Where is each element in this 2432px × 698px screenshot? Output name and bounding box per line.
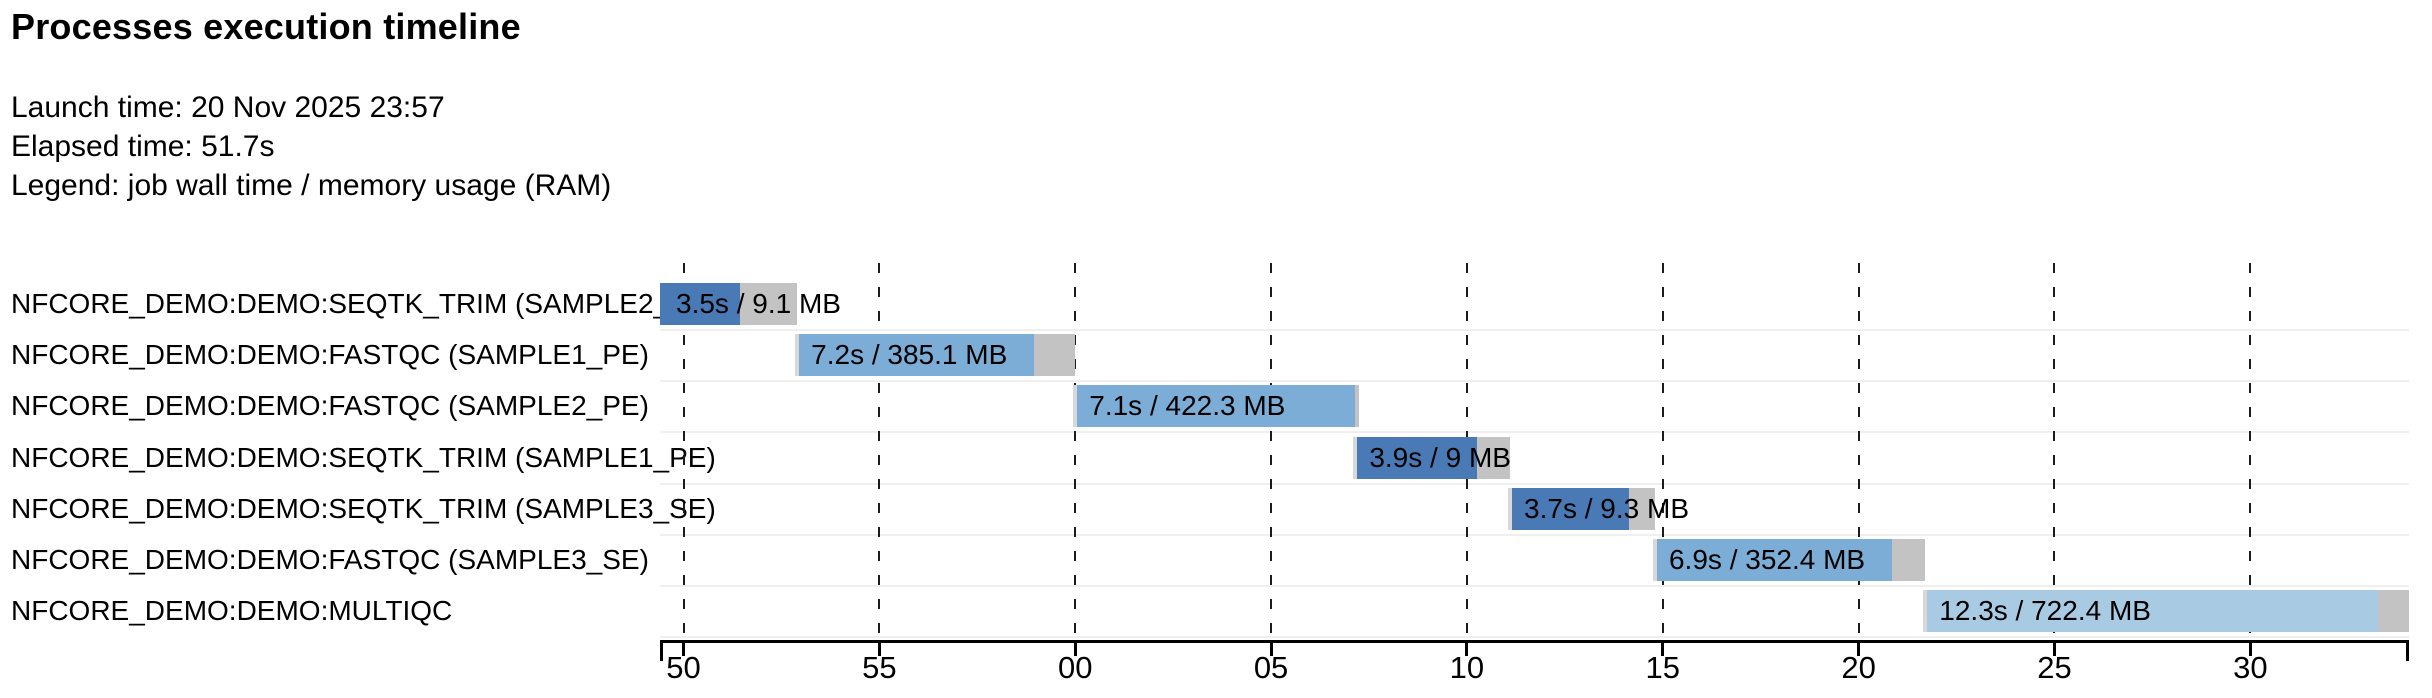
- task-bar-tail[interactable]: [1629, 487, 1655, 530]
- grid-line: [1074, 263, 1077, 637]
- time-axis: [660, 640, 2409, 643]
- task-stats-label: 6.9s / 352.4 MB: [1668, 544, 1866, 575]
- axis-tick: [2248, 640, 2252, 656]
- task-bar-tail[interactable]: [1355, 385, 1360, 428]
- axis-tick: [682, 640, 685, 656]
- task-bar-run[interactable]: [1511, 487, 1630, 530]
- axis-endcap: [660, 640, 663, 661]
- axis-tick: [1073, 640, 1077, 656]
- task-bar-tail[interactable]: [1891, 539, 1926, 581]
- task-bar-pending[interactable]: [1652, 539, 1657, 581]
- row-separator: [660, 329, 2409, 331]
- row-separator: [660, 482, 2409, 485]
- page-title: Processes execution timeline: [11, 6, 521, 47]
- row-separator: [660, 585, 2409, 587]
- process-label: NFCORE_DEMO:DEMO:FASTQC (SAMPLE3_SE): [11, 544, 649, 575]
- task-stats-label: 7.2s / 385.1 MB: [811, 339, 1008, 371]
- process-label: NFCORE_DEMO:DEMO:SEQTK_TRIM (SAMPLE2_PE): [11, 288, 716, 319]
- task-bar-run[interactable]: [799, 334, 1035, 377]
- grid-line: [878, 263, 881, 637]
- axis-endcap: [2406, 640, 2409, 661]
- task-bar-pending[interactable]: [795, 334, 800, 377]
- task-bar-tail[interactable]: [740, 283, 798, 325]
- grid-line: [2249, 263, 2252, 637]
- grid-line: [1270, 263, 1273, 637]
- report-header: Processes execution timeline: [11, 6, 521, 48]
- legend-text: Legend: job wall time / memory usage (RA…: [11, 169, 612, 202]
- axis-tick: [1465, 640, 1469, 656]
- task-bar-tail[interactable]: [1034, 334, 1076, 377]
- row-separator: [660, 533, 2409, 536]
- task-bar-pending[interactable]: [1923, 590, 1928, 633]
- task-bar-tail[interactable]: [1476, 436, 1510, 479]
- grid-line: [2053, 263, 2056, 637]
- task-stats-label: 3.5s / 9.1 MB: [676, 288, 841, 319]
- task-bar-run[interactable]: [1927, 590, 2378, 633]
- timeline-plot-area: 3.5s / 9.1 MB 7.2s / 385.1 MB 7.1s / 422.3…: [660, 260, 2409, 661]
- elapsed-time-text: Elapsed time: 51.7s: [11, 130, 275, 163]
- row-separator: [660, 636, 2409, 639]
- grid-line: [1857, 263, 1860, 637]
- grid-line: [1661, 263, 1664, 637]
- task-bar-run[interactable]: [1656, 539, 1892, 581]
- task-bar-run[interactable]: [660, 283, 741, 325]
- task-bar-pending[interactable]: [1508, 487, 1512, 530]
- process-label: NFCORE_DEMO:DEMO:MULTIQC: [11, 595, 453, 627]
- task-bar-tail[interactable]: [2377, 590, 2409, 633]
- process-label: NFCORE_DEMO:DEMO:FASTQC (SAMPLE1_PE): [11, 339, 649, 371]
- axis-tick: [1857, 640, 1861, 656]
- task-stats-label: 3.7s / 9.3 MB: [1524, 492, 1690, 524]
- process-label: NFCORE_DEMO:DEMO:SEQTK_TRIM (SAMPLE3_SE): [11, 492, 716, 524]
- task-bar-pending[interactable]: [1353, 436, 1358, 479]
- axis-tick: [877, 640, 881, 656]
- row-separator: [660, 431, 2409, 434]
- axis-tick: [1661, 640, 1665, 656]
- task-stats-label: 12.3s / 722.4 MB: [1939, 595, 2151, 627]
- axis-tick: [1269, 640, 1273, 656]
- run-metadata: Launch time: 20 Nov 2025 23:57 Elapsed t…: [11, 88, 611, 205]
- task-stats-label: 7.1s / 422.3 MB: [1089, 390, 1286, 422]
- task-bar-pending[interactable]: [1073, 385, 1078, 428]
- axis-tick: [2052, 640, 2056, 656]
- launch-time-text: Launch time: 20 Nov 2025 23:57: [11, 91, 445, 124]
- task-bar-run[interactable]: [1077, 385, 1356, 428]
- process-label: NFCORE_DEMO:DEMO:SEQTK_TRIM (SAMPLE1_PE): [11, 441, 716, 473]
- process-label: NFCORE_DEMO:DEMO:FASTQC (SAMPLE2_PE): [11, 390, 649, 422]
- grid-line: [682, 263, 685, 637]
- task-bar-run[interactable]: [1357, 436, 1477, 479]
- task-stats-label: 3.9s / 9 MB: [1369, 441, 1511, 473]
- row-separator: [660, 380, 2409, 383]
